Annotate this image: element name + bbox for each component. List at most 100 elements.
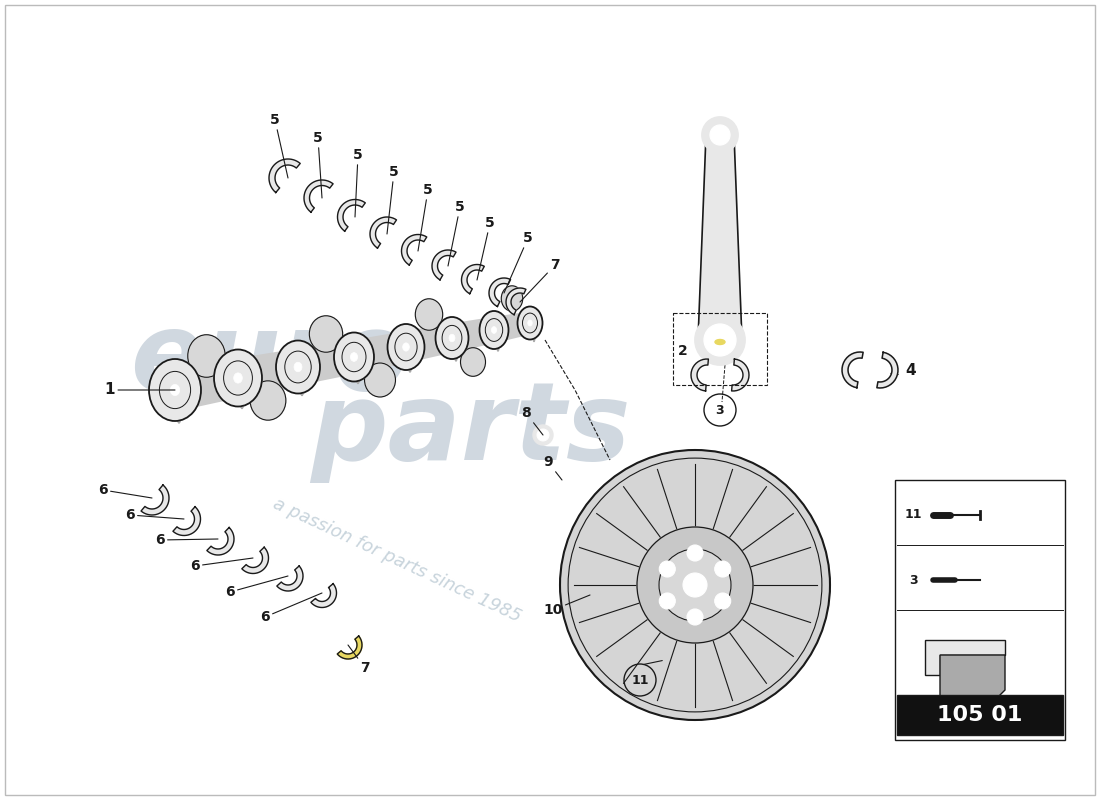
Text: 6: 6 — [261, 593, 322, 624]
Ellipse shape — [416, 298, 442, 330]
Ellipse shape — [496, 313, 500, 351]
Ellipse shape — [407, 326, 412, 372]
Ellipse shape — [309, 316, 343, 352]
Text: 8: 8 — [521, 406, 543, 435]
Text: 6: 6 — [98, 483, 152, 498]
Text: 6: 6 — [190, 558, 253, 573]
Circle shape — [715, 593, 730, 609]
Text: 5: 5 — [387, 165, 399, 234]
Circle shape — [659, 561, 675, 577]
Polygon shape — [732, 359, 749, 391]
Text: 6: 6 — [155, 533, 218, 547]
Text: 4: 4 — [905, 363, 915, 378]
Text: 10: 10 — [543, 595, 590, 617]
Text: 2: 2 — [678, 344, 688, 358]
Ellipse shape — [403, 343, 409, 351]
Text: 1: 1 — [104, 382, 175, 398]
Text: 7: 7 — [348, 645, 370, 675]
Ellipse shape — [715, 339, 725, 345]
Text: 105 01: 105 01 — [937, 705, 1023, 725]
Text: 5: 5 — [477, 216, 495, 280]
Circle shape — [683, 573, 707, 597]
Text: 5: 5 — [314, 131, 323, 198]
Ellipse shape — [502, 286, 522, 311]
Ellipse shape — [453, 319, 459, 361]
Polygon shape — [298, 340, 354, 386]
Polygon shape — [207, 527, 234, 555]
Polygon shape — [494, 311, 530, 343]
Ellipse shape — [148, 359, 201, 421]
Ellipse shape — [175, 361, 183, 423]
Polygon shape — [277, 566, 302, 591]
Text: 5: 5 — [271, 113, 288, 178]
Text: euro: euro — [130, 307, 408, 413]
Polygon shape — [304, 180, 333, 212]
Circle shape — [688, 609, 703, 625]
Circle shape — [688, 545, 703, 561]
Polygon shape — [270, 159, 300, 193]
Polygon shape — [877, 352, 898, 388]
Ellipse shape — [695, 315, 745, 365]
Ellipse shape — [534, 425, 553, 445]
Ellipse shape — [532, 309, 536, 342]
Polygon shape — [141, 485, 169, 515]
Polygon shape — [842, 352, 864, 388]
Ellipse shape — [702, 117, 738, 153]
Polygon shape — [338, 199, 365, 231]
Polygon shape — [338, 636, 362, 659]
Ellipse shape — [710, 125, 730, 145]
FancyBboxPatch shape — [896, 695, 1063, 735]
Ellipse shape — [364, 363, 396, 397]
Ellipse shape — [480, 311, 508, 349]
Ellipse shape — [170, 385, 179, 395]
Ellipse shape — [517, 306, 542, 339]
Polygon shape — [490, 278, 510, 306]
Ellipse shape — [276, 341, 320, 394]
Polygon shape — [940, 655, 1005, 705]
Text: 7: 7 — [520, 258, 560, 302]
Ellipse shape — [188, 334, 226, 378]
Ellipse shape — [461, 348, 485, 376]
Ellipse shape — [351, 353, 358, 362]
Ellipse shape — [214, 350, 262, 406]
Ellipse shape — [528, 320, 532, 326]
Ellipse shape — [239, 351, 245, 409]
Text: 11: 11 — [904, 509, 922, 522]
Text: 9: 9 — [543, 455, 562, 480]
Circle shape — [715, 561, 730, 577]
Polygon shape — [698, 135, 742, 340]
Ellipse shape — [537, 429, 549, 441]
Ellipse shape — [637, 527, 754, 643]
Polygon shape — [691, 359, 708, 391]
Polygon shape — [370, 217, 396, 248]
Ellipse shape — [250, 381, 286, 420]
Polygon shape — [406, 323, 452, 363]
Ellipse shape — [233, 373, 242, 383]
Ellipse shape — [387, 324, 425, 370]
Ellipse shape — [560, 450, 830, 720]
Ellipse shape — [492, 326, 496, 334]
Polygon shape — [452, 317, 494, 353]
Polygon shape — [311, 584, 337, 607]
Ellipse shape — [436, 317, 469, 359]
Polygon shape — [242, 547, 268, 574]
Text: 6: 6 — [125, 508, 184, 522]
Ellipse shape — [299, 342, 305, 395]
Polygon shape — [432, 250, 456, 280]
Polygon shape — [354, 331, 406, 374]
Text: 3: 3 — [716, 403, 724, 417]
Polygon shape — [175, 358, 238, 412]
Ellipse shape — [294, 362, 302, 372]
Polygon shape — [173, 506, 200, 535]
Text: 6: 6 — [226, 576, 288, 599]
Ellipse shape — [355, 334, 361, 383]
Polygon shape — [506, 288, 526, 314]
Ellipse shape — [449, 334, 455, 342]
Ellipse shape — [704, 324, 736, 356]
Text: 5: 5 — [418, 183, 433, 251]
FancyBboxPatch shape — [895, 480, 1065, 740]
Polygon shape — [462, 265, 484, 294]
Text: 5: 5 — [504, 231, 532, 293]
Text: parts: parts — [310, 377, 630, 483]
Text: 5: 5 — [448, 200, 465, 266]
